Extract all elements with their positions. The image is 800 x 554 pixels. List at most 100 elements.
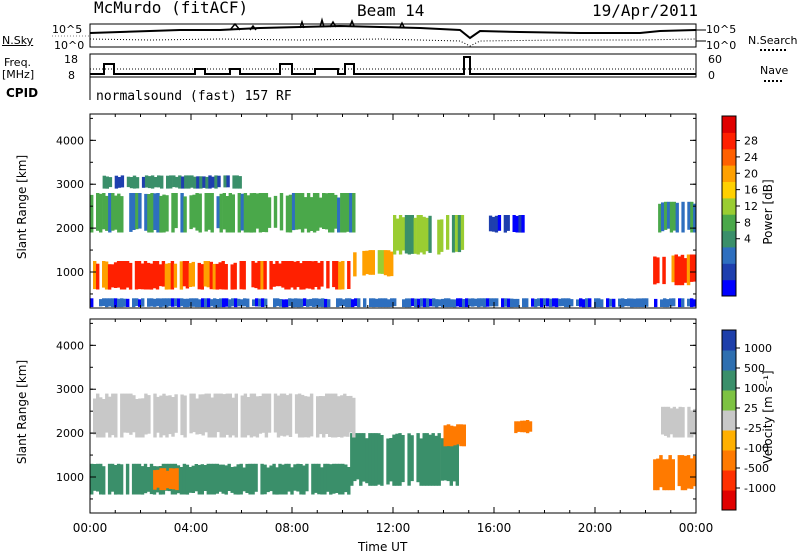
scatter-cell [197,262,201,290]
scatter-cell [172,175,176,188]
scatter-cell [516,298,520,308]
scatter-cell [337,396,341,437]
velocity-panel: 4000 3000 2000 1000 [56,318,697,514]
scatter-cell [378,298,382,308]
scatter-cell [669,298,673,307]
scatter-cell [263,261,267,290]
scatter-cell [328,193,332,233]
scatter-cell [231,397,235,436]
scatter-cell [419,438,423,486]
scatter-cell [134,261,139,290]
scatter-cell [425,217,429,252]
scatter-cell [450,299,454,308]
scatter-cell [624,299,628,307]
scatter-cell [344,464,348,493]
y-tick-label: 3000 [56,178,84,191]
scatter-cell [425,433,429,486]
scatter-cell [325,193,329,230]
scatter-cell [200,464,204,495]
scatter-cell [201,394,205,436]
scatter-cell [389,438,393,482]
scatter-cell [282,299,286,308]
scatter-cell [531,298,535,307]
scatter-cell [141,176,146,188]
scatter-cell [228,393,232,438]
scatter-cell [161,261,166,287]
scatter-cell [114,195,118,230]
scatter-cell [338,463,342,495]
scatter-cell [202,176,206,188]
scatter-cell [296,261,300,288]
scatter-cell [228,193,232,233]
scatter-cell [275,261,279,287]
scatter-cell [159,298,163,308]
scatter-cell [257,261,261,290]
scatter-cell [678,406,682,438]
freq-label-line2: [MHz] [2,68,35,81]
scatter-cell [660,299,664,307]
scatter-cell [111,298,115,308]
scatter-cell [180,394,184,436]
scatter-cell [215,463,219,494]
scatter-cell [690,410,694,438]
scatter-cell [162,468,167,491]
scatter-cell [348,298,352,308]
scatter-cell [302,261,306,290]
scatter-cell [288,298,292,307]
scatter-cell [609,298,613,307]
scatter-cell [169,175,173,189]
scatter-cell [326,463,330,492]
scatter-cell [309,197,314,231]
scatter-cell [318,298,322,307]
scatter-cell [153,470,157,490]
scatter-cell [165,298,169,308]
scatter-cell [156,396,160,433]
colorbar-label: 28 [744,135,758,148]
scatter-cell [419,215,423,253]
scatter-cell [114,175,119,189]
scatter-cell [449,425,454,447]
scatter-cell [166,175,170,189]
colorbar-label: -500 [744,462,769,475]
scatter-cell [113,262,118,288]
scatter-cell [317,262,321,290]
scatter-cell [273,195,278,228]
scatter-cell [258,396,263,434]
scatter-cell [428,215,432,253]
freq-tick-top: 18 [64,53,78,66]
scatter-cell [215,263,219,290]
scatter-cell [123,298,127,307]
scatter-cell [267,197,272,228]
power-colorbar: 28 24 20 16 12 8 4 [721,115,758,297]
scatter-cell [462,424,466,447]
scatter-cell [105,393,109,433]
scatter-cell [204,298,208,308]
scatter-cell [398,215,403,255]
scatter-cell [153,393,157,438]
colorbar-label: 20 [744,167,758,180]
scatter-cell [410,435,414,482]
scatter-cell [451,215,456,253]
scatter-cell [198,193,202,233]
scatter-cell [663,298,667,308]
scatter-cell [272,463,276,495]
nsearch-dotted-legend [760,49,786,51]
scatter-cell [386,250,391,277]
scatter-cell [334,194,338,229]
nave-tick-bottom: 0 [708,69,715,82]
scatter-cell [423,298,427,308]
scatter-cell [338,261,342,290]
scatter-cell [300,298,304,308]
scatter-cell [337,197,341,233]
x-tick-label: 08:00 [275,521,310,535]
scatter-cell [398,433,402,486]
scatter-cell [90,194,94,233]
scatter-cell [102,193,106,230]
scatter-cell [372,298,376,308]
scatter-cell [495,298,499,307]
scatter-cell [683,455,688,491]
scatter-cell [246,298,250,308]
scatter-cell [288,393,293,437]
scatter-cell [282,393,287,437]
